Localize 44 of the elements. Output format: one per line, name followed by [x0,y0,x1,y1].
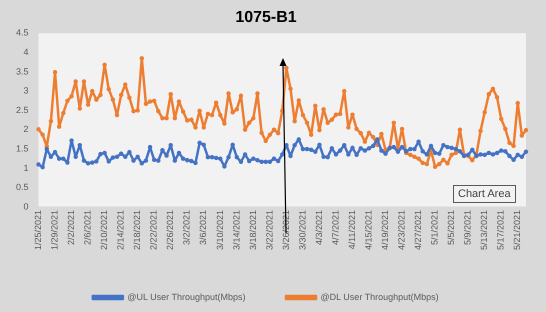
x-tick-label: 2/26/2021 [165,210,176,250]
x-tick-label: 3/6/2021 [198,210,208,246]
x-tick-label: 5/5/2021 [446,210,456,246]
x-tick-label: 4/27/2021 [413,210,424,250]
x-tick-label: 3/2/2021 [182,210,192,246]
x-tick-label: 2/2/2021 [66,210,76,246]
x-tick-label: 4/11/2021 [346,210,357,250]
x-tick-label: 5/9/2021 [462,210,473,246]
x-tick-label: 2/6/2021 [82,210,93,246]
y-tick-label: 1 [23,162,29,173]
x-tick-label: 5/21/2021 [512,210,522,250]
y-tick-label: 4 [23,46,29,57]
legend-label: @DL User Throughput(Mbps) [320,292,439,302]
x-tick-label: 2/22/2021 [148,210,159,250]
x-tick-label: 3/30/2021 [297,210,308,250]
x-tick-label: 4/23/2021 [396,210,407,250]
y-tick-label: 0.5 [16,182,29,192]
annotation: Chart Area [453,185,516,203]
x-tick-label: 5/17/2021 [496,210,506,250]
x-tick-label: 4/3/2021 [314,210,324,246]
x-tick-label: 3/10/2021 [214,210,225,250]
x-tick-label: 3/22/2021 [264,210,274,250]
x-tick-label: 2/18/2021 [132,210,142,250]
y-tick-label: 3 [23,86,29,96]
y-tick-label: 0 [23,201,29,212]
x-tick-label: 2/10/2021 [99,210,110,250]
y-tick-label: 2.5 [16,104,29,115]
y-tick-label: 3.5 [16,66,29,76]
x-tick-label: 4/19/2021 [380,210,390,250]
chart-title: 1075-B1 [235,9,297,26]
y-tick-label: 4.5 [16,28,29,38]
x-tick-label: 4/7/2021 [330,210,340,246]
x-tick-label: 3/18/2021 [248,210,258,250]
legend-label: @UL User Throughput(Mbps) [127,292,246,302]
y-tick-label: 1.5 [16,144,29,154]
x-tick-label: 3/26/2021 [280,210,291,250]
x-tick-label: 2/14/2021 [116,210,126,250]
x-tick-label: 5/13/2021 [479,210,490,250]
y-tick-label: 2 [23,124,29,134]
x-tick-label: 4/15/2021 [363,210,374,250]
x-tick-label: 1/29/2021 [50,210,60,250]
x-tick-label: 1/25/2021 [32,210,43,250]
x-tick-label: 3/14/2021 [231,210,242,250]
x-tick-label: 5/1/2021 [430,210,440,246]
